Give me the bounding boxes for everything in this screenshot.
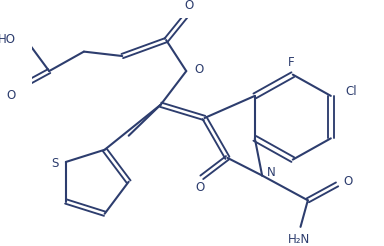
Text: N: N [267,166,276,179]
Text: O: O [6,89,15,102]
Text: HO: HO [0,33,16,46]
Text: O: O [194,63,204,76]
Text: O: O [343,175,353,188]
Text: O: O [184,0,194,12]
Text: Cl: Cl [345,85,357,98]
Text: S: S [51,157,59,170]
Text: O: O [195,182,205,194]
Text: H₂N: H₂N [288,233,310,246]
Text: F: F [288,56,294,69]
